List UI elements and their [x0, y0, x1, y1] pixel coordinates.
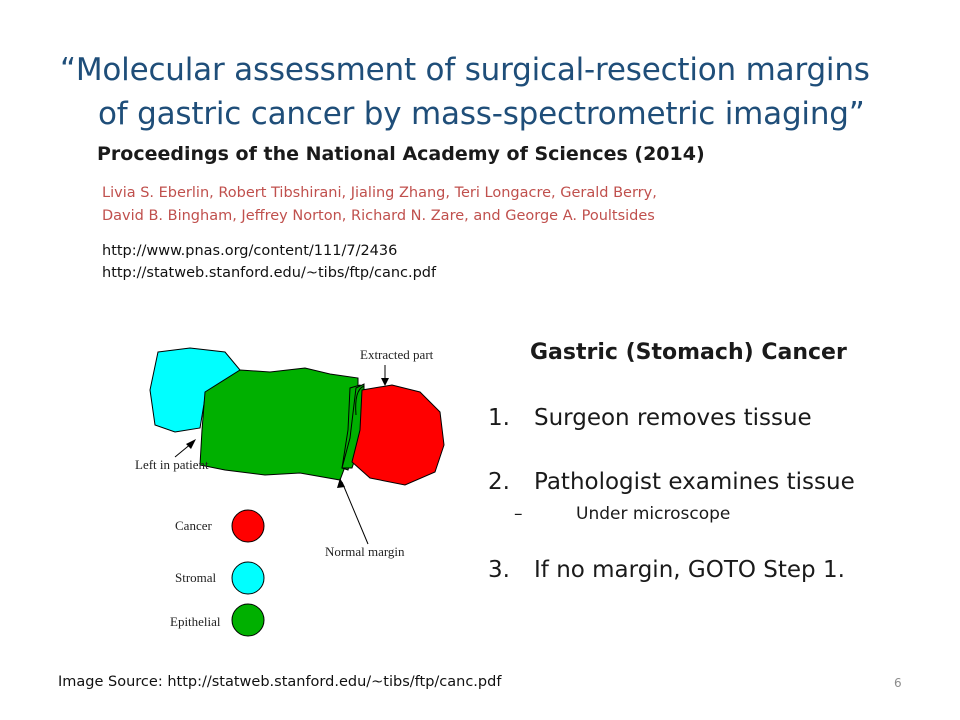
- authors-line-2: David B. Bingham, Jeffrey Norton, Richar…: [102, 208, 655, 224]
- step-2-text: Pathologist examines tissue: [534, 469, 855, 495]
- step-2-number: 2.: [488, 469, 510, 495]
- link-pnas[interactable]: http://www.pnas.org/content/111/7/2436: [102, 243, 398, 259]
- page-number: 6: [894, 676, 902, 690]
- legend-swatch-epithelial: [231, 603, 265, 637]
- authors: Livia S. Eberlin, Robert Tibshirani, Jia…: [102, 182, 657, 228]
- epithelial-region: [199, 367, 359, 481]
- legend-label-epithelial: Epithelial: [170, 614, 221, 629]
- tissue-figure: Extracted part Left in patient Normal ma…: [135, 347, 445, 637]
- panel-title: Gastric (Stomach) Cancer: [530, 340, 847, 365]
- step-3: 3. If no margin, GOTO Step 1.: [488, 552, 855, 588]
- steps-list: 1. Surgeon removes tissue 2. Pathologist e…: [488, 400, 855, 588]
- label-normal-margin: Normal margin: [325, 544, 405, 559]
- sub-text: Under microscope: [576, 504, 731, 524]
- step-2: 2. Pathologist examines tissue: [488, 464, 855, 500]
- step-3-number: 3.: [488, 557, 510, 583]
- title-line-2: of gastric cancer by mass-spectrometric …: [98, 96, 865, 132]
- authors-line-1: Livia S. Eberlin, Robert Tibshirani, Jia…: [102, 185, 657, 201]
- link-canc-pdf[interactable]: http://statweb.stanford.edu/~tibs/ftp/ca…: [102, 265, 437, 281]
- legend-swatch-cancer: [231, 509, 265, 543]
- legend-label-stromal: Stromal: [175, 570, 217, 585]
- label-extracted-part: Extracted part: [360, 347, 434, 362]
- slide-title: “Molecular assessment of surgical-resect…: [60, 48, 920, 136]
- step-2-sub: – Under microscope: [514, 500, 855, 528]
- image-source: Image Source: http://statweb.stanford.ed…: [58, 674, 502, 690]
- step-1-number: 1.: [488, 405, 510, 431]
- cancer-region: [351, 384, 445, 486]
- reference-links: http://www.pnas.org/content/111/7/2436 h…: [102, 240, 436, 284]
- label-left-in-patient: Left in patient: [135, 457, 209, 472]
- journal-name: Proceedings of the National Academy of S…: [97, 143, 705, 165]
- step-1-text: Surgeon removes tissue: [534, 405, 812, 431]
- legend-swatch-stromal: [231, 561, 265, 595]
- sub-dash: –: [514, 504, 523, 524]
- step-3-text: If no margin, GOTO Step 1.: [534, 557, 845, 583]
- title-line-1: “Molecular assessment of surgical-resect…: [60, 52, 870, 88]
- step-1: 1. Surgeon removes tissue: [488, 400, 855, 436]
- legend-label-cancer: Cancer: [175, 518, 212, 533]
